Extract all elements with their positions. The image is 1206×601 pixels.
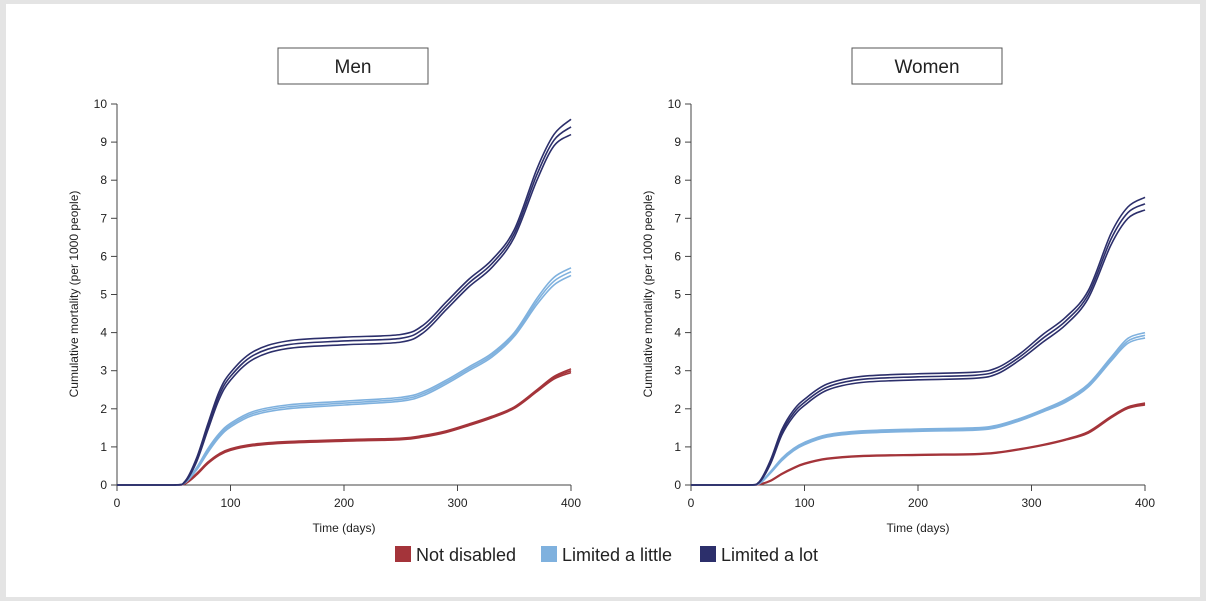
x-tick-label: 300 [447, 496, 467, 510]
legend-label: Limited a little [562, 545, 672, 565]
series-line-limited-a-little-upper [691, 331, 1146, 486]
series-line-limited-a-little-mid [691, 334, 1146, 486]
y-tick-label: 8 [100, 173, 107, 187]
series-line-limited-a-lot-upper [117, 118, 572, 486]
legend-item-limited-a-little: Limited a little [541, 545, 672, 565]
x-tick-label: 300 [1021, 496, 1041, 510]
legend-item-not-disabled: Not disabled [395, 545, 516, 565]
chart-panel-men: Men Time (days) Cumulative mortality (pe… [67, 47, 582, 535]
series-line-not-disabled-upper [691, 402, 1146, 486]
series-line-not-disabled-lower [691, 404, 1146, 486]
series-limited-a-little [117, 267, 572, 486]
y-tick-label: 8 [674, 173, 681, 187]
series-limited-a-lot [691, 196, 1146, 486]
y-tick-label: 1 [674, 440, 681, 454]
x-axis-title: Time (days) [887, 521, 950, 535]
figure: Men Time (days) Cumulative mortality (pe… [6, 4, 1200, 597]
legend-swatch [395, 546, 411, 562]
y-tick-label: 9 [100, 135, 107, 149]
series-group [117, 118, 572, 486]
y-tick-label: 6 [674, 249, 681, 263]
y-tick-label: 5 [674, 288, 681, 302]
y-tick-label: 9 [674, 135, 681, 149]
series-limited-a-little [691, 331, 1146, 486]
y-tick-label: 0 [674, 478, 681, 492]
x-tick-label: 0 [114, 496, 121, 510]
y-axis-title: Cumulative mortality (per 1000 people) [67, 191, 81, 398]
legend: Not disabled Limited a little Limited a … [395, 545, 818, 565]
series-line-limited-a-lot-mid [691, 203, 1146, 486]
series-line-not-disabled-mid [691, 403, 1146, 486]
legend-item-limited-a-lot: Limited a lot [700, 545, 818, 565]
y-tick-label: 10 [668, 97, 682, 111]
x-tick-label: 400 [1135, 496, 1155, 510]
series-line-limited-a-lot-lower [117, 133, 572, 486]
chart-canvas: Men Time (days) Cumulative mortality (pe… [67, 47, 1156, 565]
series-not-disabled [117, 368, 572, 486]
y-tick-label: 10 [94, 97, 108, 111]
y-tick-label: 7 [674, 211, 681, 225]
series-line-not-disabled-lower [117, 371, 572, 486]
y-tick-label: 1 [100, 440, 107, 454]
series-line-not-disabled-mid [117, 369, 572, 486]
y-axis-title: Cumulative mortality (per 1000 people) [641, 191, 655, 398]
y-tick-label: 5 [100, 288, 107, 302]
x-tick-label: 200 [334, 496, 354, 510]
y-tick-label: 2 [100, 402, 107, 416]
y-tick-label: 2 [674, 402, 681, 416]
panel-title: Women [894, 57, 959, 78]
legend-swatch [541, 546, 557, 562]
series-line-limited-a-lot-upper [691, 196, 1146, 486]
panel-title-box [851, 47, 1003, 85]
series-line-limited-a-little-lower [691, 337, 1146, 486]
legend-label: Limited a lot [721, 545, 818, 565]
legend-swatch [700, 546, 716, 562]
x-tick-label: 400 [561, 496, 581, 510]
y-tick-label: 0 [100, 478, 107, 492]
panel-title-box [277, 47, 429, 85]
x-tick-label: 200 [908, 496, 928, 510]
series-line-limited-a-little-lower [117, 274, 572, 486]
y-tick-label: 3 [674, 364, 681, 378]
y-tick-label: 3 [100, 364, 107, 378]
x-tick-label: 100 [794, 496, 814, 510]
series-group [691, 196, 1146, 486]
x-axis-title: Time (days) [313, 521, 376, 535]
series-line-limited-a-little-mid [117, 270, 572, 486]
y-tick-label: 4 [674, 326, 681, 340]
series-line-limited-a-lot-lower [691, 209, 1146, 486]
x-tick-label: 100 [220, 496, 240, 510]
legend-label: Not disabled [416, 545, 516, 565]
y-tick-label: 7 [100, 211, 107, 225]
series-not-disabled [691, 402, 1146, 486]
chart-panel-women: Women Time (days) Cumulative mortality (… [641, 47, 1156, 535]
series-line-limited-a-little-upper [117, 267, 572, 486]
series-line-not-disabled-upper [117, 368, 572, 486]
y-tick-label: 6 [100, 249, 107, 263]
y-tick-label: 4 [100, 326, 107, 340]
x-tick-label: 0 [688, 496, 695, 510]
series-limited-a-lot [117, 118, 572, 486]
series-line-limited-a-lot-mid [117, 126, 572, 486]
panel-title: Men [335, 57, 372, 78]
